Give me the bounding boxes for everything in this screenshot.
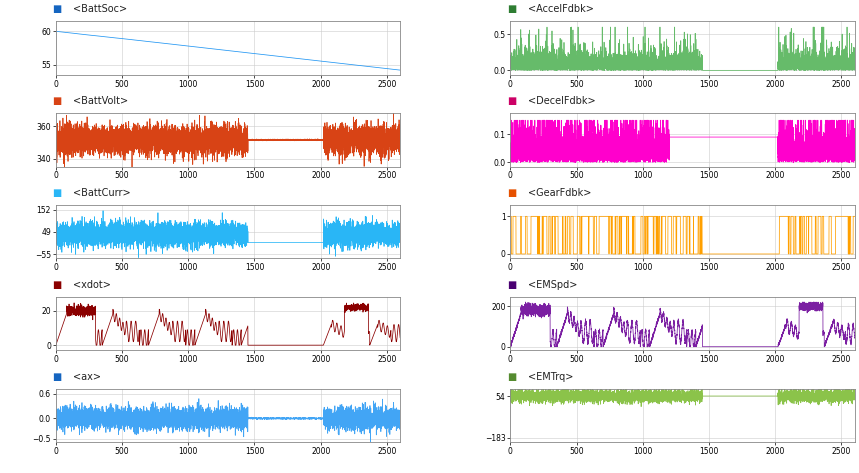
Text: ■: ■ [507, 372, 516, 382]
Text: ■: ■ [52, 4, 62, 14]
Text: <AccelFdbk>: <AccelFdbk> [527, 4, 594, 14]
Text: <ax>: <ax> [73, 372, 101, 382]
Text: <DecelFdbk>: <DecelFdbk> [527, 96, 595, 106]
Text: ■: ■ [507, 280, 516, 290]
Text: ■: ■ [507, 188, 516, 198]
Text: ■: ■ [507, 4, 516, 14]
Text: <BattVolt>: <BattVolt> [73, 96, 128, 106]
Text: ■: ■ [52, 96, 62, 106]
Text: ■: ■ [52, 372, 62, 382]
Text: <EMTrq>: <EMTrq> [527, 372, 573, 382]
Text: <BattCurr>: <BattCurr> [73, 188, 131, 198]
Text: ■: ■ [507, 96, 516, 106]
Text: <EMSpd>: <EMSpd> [527, 280, 577, 290]
Text: ■: ■ [52, 280, 62, 290]
Text: <BattSoc>: <BattSoc> [73, 4, 127, 14]
Text: ■: ■ [52, 188, 62, 198]
Text: <xdot>: <xdot> [73, 280, 111, 290]
Text: <GearFdbk>: <GearFdbk> [527, 188, 591, 198]
